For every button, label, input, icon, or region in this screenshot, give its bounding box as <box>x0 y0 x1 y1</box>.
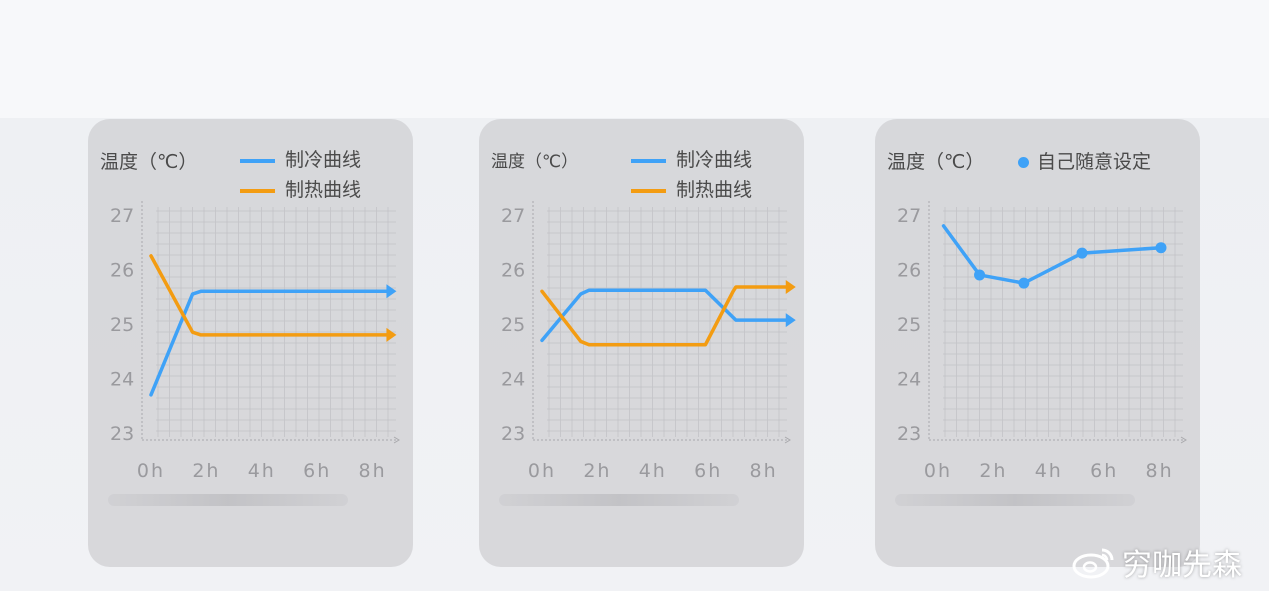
legend-label: 制热曲线 <box>676 179 753 201</box>
legend-heating: 制热曲线 <box>240 175 361 202</box>
x-axis-arrow-icon <box>393 436 400 444</box>
y-tick-label: 25 <box>501 314 525 336</box>
legend-line-heating <box>631 188 666 193</box>
legend-cooling: 制冷曲线 <box>631 145 752 172</box>
y-tick-label: 23 <box>110 423 134 445</box>
x-tick-label: 0h <box>528 460 556 482</box>
x-tick-label: 2h <box>979 460 1007 482</box>
y-tick-label: 25 <box>110 314 134 336</box>
legend-label: 制冷曲线 <box>676 149 753 171</box>
legend-label: 自己随意设定 <box>1037 151 1152 173</box>
y-tick-label: 24 <box>501 369 525 391</box>
x-tick-label: 6h <box>1090 460 1118 482</box>
legend-dot-custom <box>1018 157 1029 168</box>
x-tick-label: 8h <box>359 460 387 482</box>
chart-title: 温度（℃） <box>491 152 579 172</box>
weibo-logo-icon <box>1072 548 1114 579</box>
chart-card-1: 温度（℃） 制冷曲线 制热曲线 23 24 25 26 27 0h 2h 4h 6h 8h <box>88 119 413 567</box>
y-tick-label: 27 <box>897 205 921 227</box>
y-tick-label: 27 <box>501 205 525 227</box>
x-tick-label: 2h <box>583 460 611 482</box>
legend-heating: 制热曲线 <box>631 175 752 202</box>
y-tick-label: 23 <box>501 423 525 445</box>
x-tick-label: 8h <box>750 460 778 482</box>
data-point <box>1076 247 1088 259</box>
y-tick-label: 27 <box>110 205 134 227</box>
x-tick-label: 2h <box>192 460 220 482</box>
x-tick-label: 6h <box>694 460 722 482</box>
x-tick-label: 0h <box>924 460 952 482</box>
y-tick-label: 25 <box>897 314 921 336</box>
legend-label: 制热曲线 <box>285 179 362 201</box>
x-tick-label: 4h <box>248 460 276 482</box>
legend-line-heating <box>240 188 275 193</box>
data-point <box>1155 242 1167 254</box>
legend-line-cooling <box>240 158 275 163</box>
legend-label: 制冷曲线 <box>285 149 362 171</box>
legend-custom: 自己随意设定 <box>1018 147 1151 174</box>
watermark: 穷咖先森 <box>1072 540 1242 584</box>
data-point <box>974 269 986 281</box>
chart-svg: 23 24 25 26 27 0h 2h 4h 6h 8h <box>897 201 1187 482</box>
chart-card-2: 温度（℃） 制冷曲线 制热曲线 23 24 25 26 27 0h 2h 4h 6h 8h <box>479 119 804 567</box>
series-arrow-icon <box>386 284 397 299</box>
chart-svg: 23 24 25 26 27 0h 2h 4h 6h 8h <box>110 201 400 482</box>
x-tick-label: 0h <box>137 460 165 482</box>
x-tick-label: 6h <box>303 460 331 482</box>
y-tick-label: 26 <box>110 260 134 282</box>
series-arrow-icon <box>785 313 796 328</box>
watermark-text: 穷咖先森 <box>1122 548 1242 583</box>
chart-title: 温度（℃） <box>100 151 198 173</box>
x-tick-label: 8h <box>1146 460 1174 482</box>
y-tick-label: 23 <box>897 423 921 445</box>
y-tick-label: 24 <box>897 369 921 391</box>
scroll-shadow <box>108 494 348 506</box>
series-arrow-icon <box>785 279 796 294</box>
y-tick-label: 24 <box>110 369 134 391</box>
x-axis-arrow-icon <box>784 436 791 444</box>
chart-svg: 23 24 25 26 27 0h 2h 4h 6h 8h <box>501 201 796 482</box>
x-axis-arrow-icon <box>1180 436 1187 444</box>
legend-cooling: 制冷曲线 <box>240 145 361 172</box>
series-arrow-icon <box>386 327 397 342</box>
x-tick-label: 4h <box>1035 460 1063 482</box>
legend-line-cooling <box>631 158 666 163</box>
data-point <box>1018 277 1030 289</box>
y-tick-label: 26 <box>897 260 921 282</box>
series-line-1 <box>540 288 788 343</box>
series-line-1 <box>149 289 389 397</box>
chart-card-3: 温度（℃） 自己随意设定 23 24 25 26 27 0h 2h 4h 6h 8h <box>875 119 1200 567</box>
series-line-2 <box>540 285 788 347</box>
y-tick-label: 26 <box>501 260 525 282</box>
series-line-2 <box>149 254 389 337</box>
scroll-shadow <box>499 494 739 506</box>
x-tick-label: 4h <box>639 460 667 482</box>
scroll-shadow <box>895 494 1135 506</box>
chart-title: 温度（℃） <box>887 151 985 173</box>
